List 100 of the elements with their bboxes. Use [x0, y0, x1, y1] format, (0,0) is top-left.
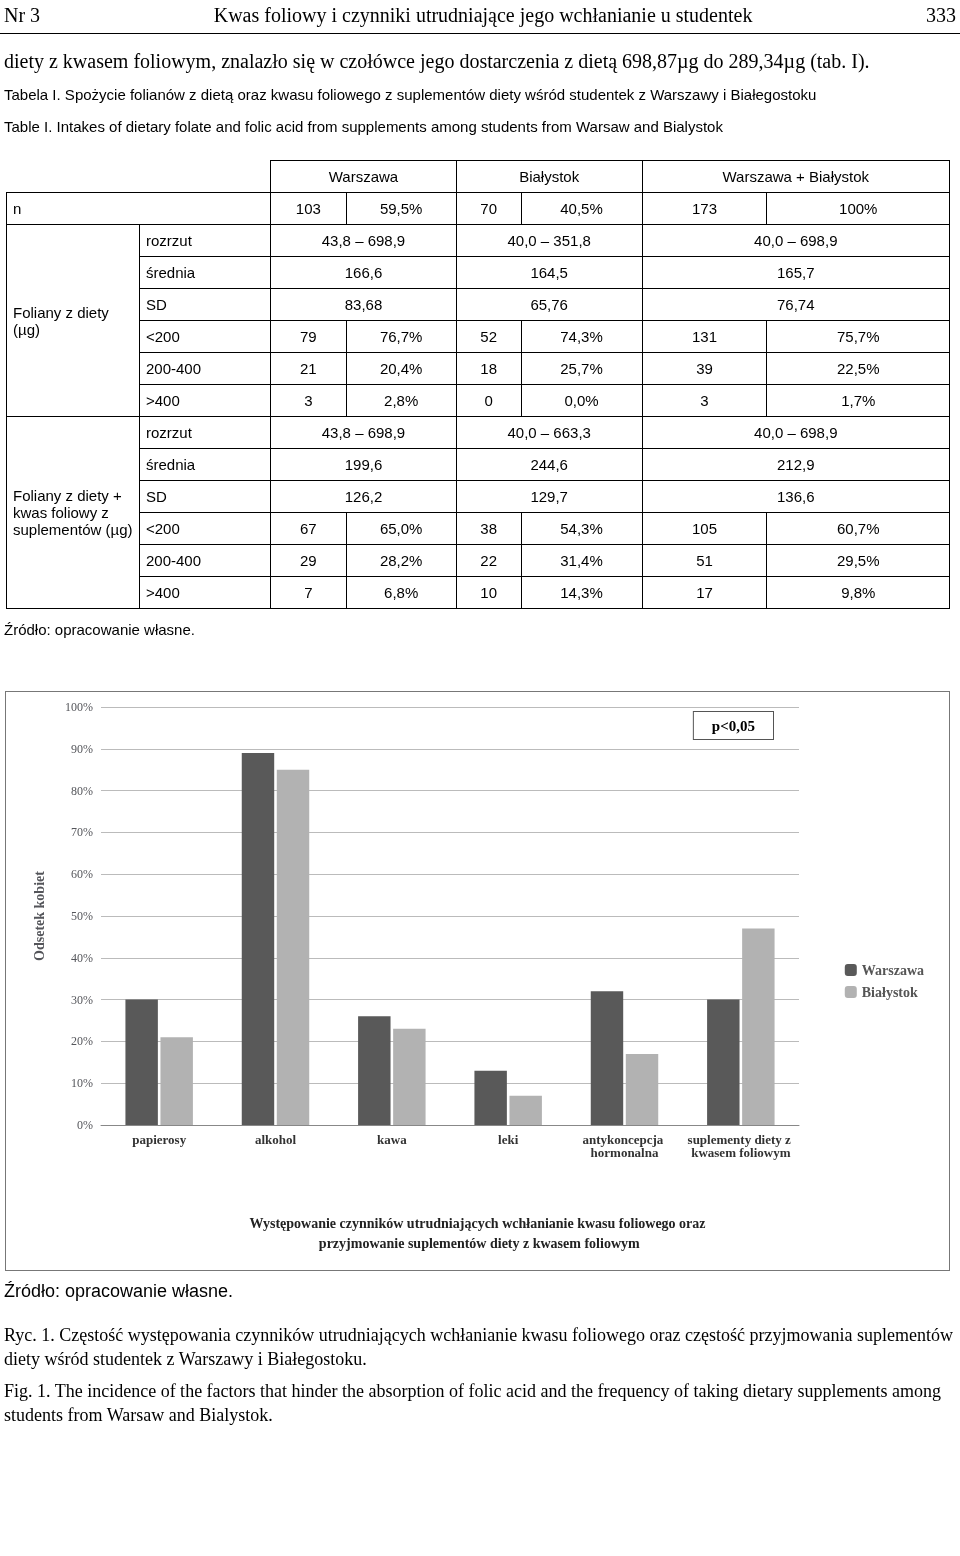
category-label: SD: [146, 296, 167, 313]
text: 10: [480, 584, 498, 601]
x-tick-label: suplementy diety z kwasem foliowym: [687, 1132, 795, 1160]
y-tick-label: 60%: [71, 867, 93, 882]
text: 29: [299, 552, 317, 569]
annotation: p<0,05: [711, 717, 755, 734]
category-label: rozrzut: [146, 424, 192, 441]
text: 136,6: [777, 488, 815, 505]
bar: [590, 991, 624, 1125]
text: 3: [700, 392, 709, 409]
text: Table I. Intakes of dietary folate and folic acid from supplements among students from Warsaw and Bialystok: [4, 117, 724, 137]
x-tick-label: antykoncepcja hormonalna: [582, 1132, 667, 1160]
text: 20,4%: [379, 360, 423, 377]
category-label: średnia: [146, 456, 196, 473]
bar: [125, 999, 158, 1125]
text: Ryc. 1. Częstość występowania czynników utrudniających wchłanianie kwasu foliowego oraz częstość przyjmowania suplementów diety wśród studentek z Warszawy i Białegostoku.: [4, 1324, 954, 1371]
text: 126,2: [344, 488, 383, 505]
text: 65,76: [530, 296, 568, 313]
text: 244,6: [530, 456, 568, 473]
bar: [358, 1016, 391, 1125]
text: 173: [692, 200, 718, 217]
text: Kwas foliowy i czynniki utrudniające jego wchłanianie u studentek: [213, 4, 753, 27]
text: 7: [304, 584, 313, 601]
text: 165,7: [777, 264, 815, 281]
legend-label: Warszawa: [861, 962, 924, 978]
y-tick-label: 80%: [71, 783, 93, 798]
x-tick-label: papierosy: [132, 1132, 187, 1147]
text: 25,7%: [560, 360, 603, 377]
text: 22: [480, 552, 498, 569]
text: 29,5%: [836, 552, 880, 569]
category-label: Warszawa: [270, 160, 457, 193]
text: 76,7%: [379, 328, 423, 345]
text: 17: [696, 584, 713, 601]
text: 43,8 – 698,9: [321, 424, 406, 441]
category-label: n: [13, 200, 22, 217]
x-tick-label: leki: [498, 1132, 519, 1147]
text: 40,0 – 698,9: [754, 232, 838, 249]
y-axis-title: Odsetek kobiet: [31, 870, 47, 961]
text: Tabela I. Spożycie folianów z dietą oraz kwasu foliowego z suplementów diety wśród studentek z Warszawy i Białegostoku: [4, 85, 818, 105]
text: 28,2%: [379, 552, 423, 569]
text: 0,0%: [564, 392, 599, 409]
text: 60,7%: [836, 520, 880, 537]
text: diety z kwasem foliowym, znalazło się w czołówce jego dostarczenia z dietą 698,87µg do 289,34µg (tab. I).: [4, 49, 871, 74]
text: 40,0 – 351,8: [507, 232, 591, 249]
text: 100%: [839, 200, 878, 217]
text: 9,8%: [841, 584, 876, 601]
text: 131: [692, 328, 718, 345]
text: 164,5: [530, 264, 568, 281]
text: 199,6: [344, 456, 383, 473]
y-tick-label: 40%: [71, 950, 93, 965]
y-tick-label: 100%: [65, 700, 93, 714]
text: 105: [692, 520, 718, 537]
text: 6,8%: [384, 584, 419, 601]
text: 40,0 – 663,3: [507, 424, 591, 441]
text: 59,5%: [379, 200, 423, 217]
category-label: Warszawa + Białystok: [642, 160, 950, 193]
text: 31,4%: [560, 552, 603, 569]
text: 51: [696, 552, 713, 569]
text: 79: [299, 328, 317, 345]
text: 83,68: [344, 296, 383, 313]
category-label: średnia: [146, 264, 196, 281]
category-label: >400: [146, 584, 180, 601]
text: 38: [480, 520, 498, 537]
category-label: <200: [146, 328, 180, 345]
category-label: <200: [146, 520, 180, 537]
text: 1,7%: [841, 392, 876, 409]
category-label: Foliany z diety + kwas foliowy z suplementów (µg): [13, 487, 133, 538]
legend-label: Białystok: [861, 984, 919, 1000]
category-label: Białystok: [456, 160, 643, 193]
bar: [474, 1070, 507, 1125]
text: 75,7%: [836, 328, 880, 345]
text: 21: [299, 360, 317, 377]
bar: [707, 999, 740, 1125]
text: 39: [696, 360, 713, 377]
text: 40,0 – 698,9: [754, 424, 838, 441]
text: 22,5%: [836, 360, 880, 377]
text: 333: [926, 4, 956, 27]
x-tick-label: alkohol: [254, 1132, 297, 1147]
text: 76,74: [777, 296, 815, 313]
text: 40,5%: [560, 200, 603, 217]
caption: Fig. 1. The incidence of the factors that hinder the absorption of folic acid and the frequency of taking dietary supplements among students from Warsaw and Bialystok.: [4, 1380, 942, 1427]
text: 0: [484, 392, 493, 409]
text: 166,6: [344, 264, 383, 281]
x-tick-label: kawa: [377, 1132, 408, 1147]
text: 2,8%: [384, 392, 419, 409]
bar: [509, 1095, 542, 1125]
text: 212,9: [777, 456, 815, 473]
category-label: Foliany z diety (µg): [13, 303, 109, 338]
text: 18: [480, 360, 498, 377]
text: 52: [480, 328, 498, 345]
category-label: >400: [146, 392, 180, 409]
text: 3: [304, 392, 313, 409]
text: 65,0%: [379, 520, 423, 537]
text: 74,3%: [560, 328, 603, 345]
y-tick-label: 20%: [71, 1034, 93, 1049]
text: 54,3%: [560, 520, 603, 537]
y-tick-label: 0%: [77, 1118, 93, 1132]
category-label: SD: [146, 488, 167, 505]
y-tick-label: 50%: [71, 909, 93, 923]
text: Występowanie czynników utrudniających wchłanianie kwasu foliowego oraz przyjmowanie suplementów diety z kwasem foliowym: [249, 1215, 706, 1251]
